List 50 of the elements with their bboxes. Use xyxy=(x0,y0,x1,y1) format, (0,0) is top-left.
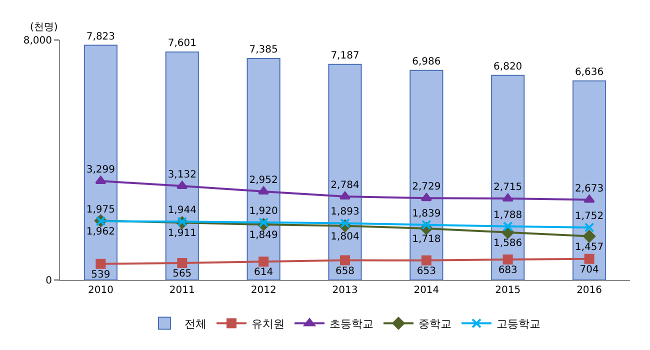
data-label: 1,752 xyxy=(574,210,604,222)
legend-label: 고등학교 xyxy=(496,318,540,331)
data-label: 1,962 xyxy=(86,226,116,238)
data-label: 1,944 xyxy=(168,205,196,216)
data-label: 7,601 xyxy=(168,38,196,49)
y-tick-label: 0 xyxy=(46,276,52,286)
data-label: 2,729 xyxy=(412,182,441,193)
legend-label: 유치원 xyxy=(252,318,284,331)
data-label: 7,187 xyxy=(330,50,360,62)
data-label: 3,132 xyxy=(168,170,196,181)
legend-label: 중학교 xyxy=(418,318,452,331)
data-label: 1,920 xyxy=(249,206,278,217)
data-label: 3,299 xyxy=(86,164,116,176)
data-label: 1,839 xyxy=(412,208,441,220)
data-label: 7,385 xyxy=(249,44,278,56)
data-label: 1,893 xyxy=(330,206,360,218)
data-label: 6,820 xyxy=(494,61,522,72)
data-label: 658 xyxy=(335,266,355,277)
data-label: 7,823 xyxy=(86,31,116,42)
data-label: 1,849 xyxy=(249,230,278,242)
y-axis-title: (천명) xyxy=(30,22,58,33)
data-label: 539 xyxy=(91,269,110,280)
x-tick-label: 2012 xyxy=(250,285,276,296)
data-label: 2,673 xyxy=(574,183,604,194)
y-tick-label: 8,000 xyxy=(23,36,52,46)
data-label: 6,636 xyxy=(574,66,604,78)
x-tick-label: 2013 xyxy=(332,285,358,296)
data-label: 1,586 xyxy=(494,238,522,249)
x-tick-label: 2014 xyxy=(414,285,440,296)
x-tick-label: 2016 xyxy=(576,285,602,296)
data-label: 704 xyxy=(580,264,599,276)
data-label: 614 xyxy=(254,267,274,278)
data-label: 1,975 xyxy=(86,204,116,216)
data-label: 2,784 xyxy=(330,180,360,191)
legend-label: 초등학교 xyxy=(330,318,374,331)
data-label: 6,986 xyxy=(412,56,441,68)
data-label: 1,457 xyxy=(574,242,604,253)
data-label: 1,911 xyxy=(168,228,196,240)
data-label: 1,804 xyxy=(330,231,360,242)
x-tick-label: 2010 xyxy=(88,285,114,296)
data-label: 2,715 xyxy=(494,182,522,194)
data-label: 683 xyxy=(498,265,518,276)
data-label: 1,788 xyxy=(494,210,522,221)
data-label: 2,952 xyxy=(249,174,278,186)
legend-label: 전체 xyxy=(184,318,206,331)
x-tick-label: 2011 xyxy=(169,285,195,296)
x-tick-label: 2015 xyxy=(495,285,521,296)
data-label: 653 xyxy=(416,266,436,277)
data-label: 565 xyxy=(172,268,192,280)
data-label: 1,718 xyxy=(412,234,441,245)
